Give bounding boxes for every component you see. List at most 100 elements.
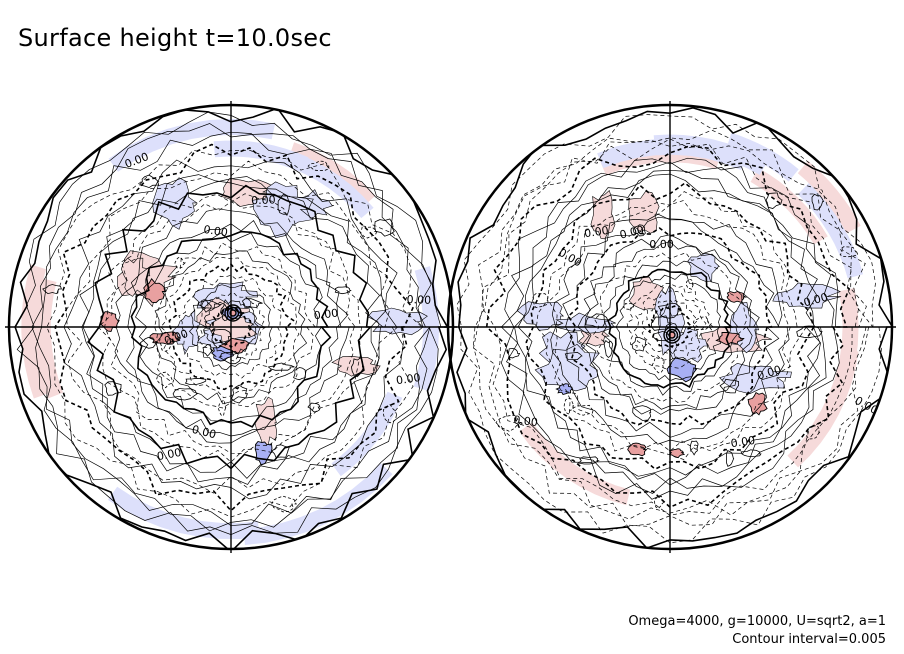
- small-contour: [507, 347, 521, 359]
- negative-contour-line: [567, 227, 773, 426]
- negative-contour-line: [592, 252, 748, 403]
- contour-line: [79, 174, 387, 485]
- negative-contour-line: [536, 191, 807, 461]
- small-contour: [577, 456, 600, 465]
- positive-core: [715, 331, 745, 346]
- contour-line: [126, 219, 342, 437]
- small-contour: [654, 495, 666, 509]
- contour-value-label: 0.00: [513, 413, 539, 429]
- small-contour: [651, 356, 665, 374]
- small-contour: [685, 278, 694, 290]
- small-contour: [603, 339, 614, 359]
- small-contour: [231, 384, 248, 404]
- small-contour: [725, 450, 735, 467]
- small-contour: [692, 316, 713, 331]
- small-contour: [174, 256, 186, 269]
- small-contour: [359, 225, 378, 239]
- small-contour: [197, 299, 223, 309]
- plot-title: Surface height t=10.0sec: [18, 24, 332, 52]
- small-contour: [271, 444, 290, 458]
- small-contour: [211, 329, 232, 345]
- contour-line: [500, 157, 840, 500]
- small-contour: [172, 388, 199, 401]
- small-contour: [241, 298, 263, 308]
- negative-region: [243, 463, 393, 545]
- small-contour: [632, 224, 646, 237]
- small-contour: [740, 449, 762, 458]
- contour-value-label: 0.00: [556, 246, 584, 270]
- negative-region: [331, 391, 403, 477]
- negative-contour-line: [97, 193, 363, 463]
- negative-contour-line: [485, 145, 851, 509]
- negative-region: [413, 266, 440, 392]
- small-contour: [839, 246, 859, 258]
- hemisphere-boundary: [446, 103, 894, 551]
- small-contour: [563, 397, 575, 415]
- contour-interval-note: Contour interval=0.005: [732, 632, 886, 647]
- small-contour: [495, 415, 523, 432]
- pole-vortex-contour: [226, 306, 240, 320]
- contour-line: [16, 111, 442, 535]
- negative-region: [726, 132, 799, 182]
- small-contour: [632, 405, 652, 421]
- small-contour: [765, 192, 783, 209]
- contour-line: [87, 184, 373, 470]
- small-contour: [334, 286, 352, 295]
- negative-contour-line: [473, 129, 874, 527]
- small-contour: [220, 303, 229, 322]
- negative-contour-line: [195, 292, 267, 362]
- negative-contour-line: [472, 139, 867, 520]
- negative-contour-line: [178, 274, 282, 379]
- negative-contour-line: [633, 290, 707, 361]
- contour-line: [601, 260, 739, 396]
- small-contour: [307, 160, 331, 172]
- small-contour: [202, 344, 214, 357]
- contour-line: [607, 268, 734, 389]
- negative-region: [516, 301, 565, 331]
- small-contour: [201, 299, 212, 313]
- contour-line: [114, 208, 350, 444]
- contour-line: [31, 123, 432, 532]
- contour-value-label: 0.00: [802, 290, 829, 309]
- negative-contour-line: [46, 149, 423, 518]
- small-contour: [532, 293, 549, 308]
- contour-line: [562, 216, 780, 438]
- negative-region: [673, 326, 708, 363]
- positive-core: [143, 278, 167, 304]
- pole-vortex-contour: [665, 328, 679, 342]
- small-contour: [159, 331, 174, 352]
- negative-contour-line: [481, 138, 860, 516]
- contour-line: [130, 230, 332, 428]
- positive-region: [628, 275, 665, 311]
- small-contour: [350, 356, 365, 378]
- positive-region: [519, 422, 631, 506]
- small-contour: [564, 351, 583, 360]
- contour-line: [577, 234, 760, 415]
- negative-contour-line: [168, 262, 295, 391]
- negative-contour-line: [525, 181, 816, 471]
- positive-region: [628, 190, 660, 234]
- small-contour: [217, 399, 227, 417]
- negative-region: [152, 177, 198, 230]
- positive-core: [627, 442, 648, 457]
- small-contour: [631, 336, 648, 352]
- small-contour: [307, 402, 321, 413]
- small-contour: [811, 193, 825, 211]
- contour-value-label: 0.00: [583, 224, 609, 240]
- small-contour: [219, 350, 242, 365]
- small-contour: [277, 194, 292, 215]
- small-contour: [184, 377, 207, 386]
- small-contour: [650, 315, 673, 331]
- contour-line: [584, 241, 753, 410]
- positive-region: [331, 355, 381, 377]
- negative-contour-line: [641, 299, 699, 355]
- positive-region: [787, 349, 859, 468]
- right-hemisphere-disc: 0.000.000.000.000.000.000.000.000.00: [444, 101, 896, 553]
- contour-line: [14, 107, 449, 549]
- contour-line: [63, 159, 404, 500]
- small-contour: [42, 284, 62, 295]
- contour-line: [550, 213, 790, 445]
- contour-field: 0.000.000.000.000.000.000.000.000.00: [14, 107, 449, 549]
- contour-value-label: 0.00: [730, 434, 756, 450]
